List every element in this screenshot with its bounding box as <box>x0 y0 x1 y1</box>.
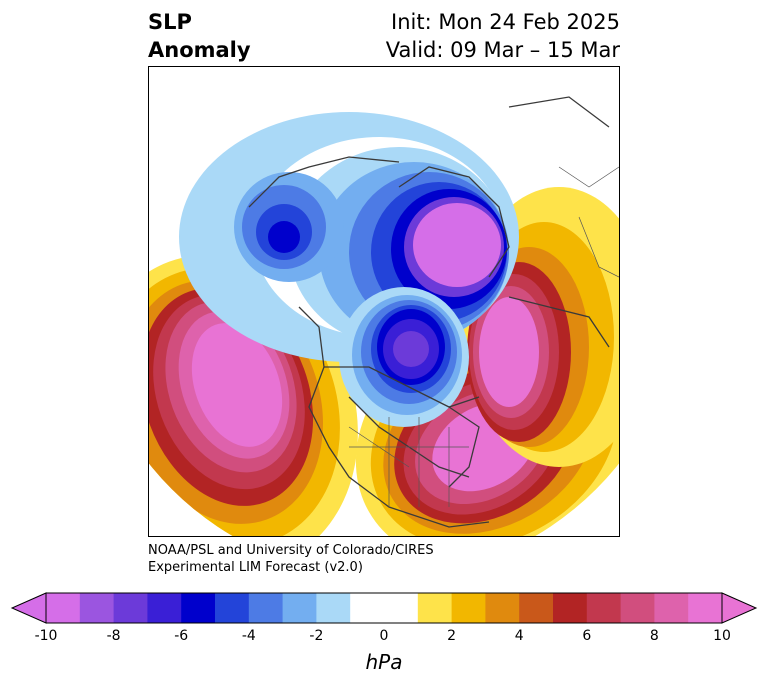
colorbar-cell <box>620 593 655 623</box>
colorbar-tick-label: -4 <box>241 628 256 644</box>
credit-line-1: NOAA/PSL and University of Colorado/CIRE… <box>148 543 434 558</box>
colorbar-over-arrow <box>721 592 758 624</box>
anomaly-map <box>148 66 620 537</box>
valid-range: Valid: 09 Mar – 15 Mar <box>385 38 620 62</box>
colorbar-tick-label: 4 <box>514 628 524 644</box>
colorbar-cell <box>417 593 453 623</box>
map-title: SLP Anomaly <box>148 8 251 64</box>
colorbar-cell <box>46 593 81 623</box>
colorbar-under-arrow <box>10 592 47 624</box>
colorbar-tick-label: -6 <box>174 628 189 644</box>
colorbar-outline <box>45 592 723 624</box>
title-line-2: Anomaly <box>148 38 251 62</box>
colorbar-cell <box>485 593 520 623</box>
colorbar-cell <box>147 593 182 623</box>
low-canada <box>339 287 469 427</box>
map-canvas <box>149 96 619 536</box>
colorbar-tick-label: 8 <box>649 628 659 644</box>
colorbar-tick-label: 6 <box>582 628 592 644</box>
colorbar-cell <box>384 593 419 623</box>
title-line-1: SLP <box>148 10 192 34</box>
low-siberia <box>234 172 344 282</box>
colorbar-tick-label: -2 <box>309 628 324 644</box>
colorbar-tick-label: 10 <box>713 628 731 644</box>
colorbar-cell <box>553 593 588 623</box>
init-date: Init: Mon 24 Feb 2025 <box>391 10 620 34</box>
colorbar-cell <box>215 593 250 623</box>
colorbar-cell <box>688 593 723 623</box>
colorbar-cell <box>519 593 554 623</box>
colorbar-cell <box>79 593 115 623</box>
colorbar-tick-label: 0 <box>379 628 389 644</box>
colorbar-tick-label: -10 <box>34 628 58 644</box>
colorbar-unit: hPa <box>365 650 403 674</box>
colorbar-cell <box>113 593 148 623</box>
colorbar-cell <box>654 593 689 623</box>
colorbar <box>10 592 758 624</box>
colorbar-cell <box>350 593 385 623</box>
date-info: Init: Mon 24 Feb 2025 Valid: 09 Mar – 15… <box>386 8 620 64</box>
colorbar-cell <box>316 593 351 623</box>
colorbar-cell <box>248 593 284 623</box>
colorbar-cell <box>282 593 317 623</box>
colorbar-tick-label: -8 <box>106 628 121 644</box>
colorbar-cell <box>586 593 622 623</box>
colorbar-cell <box>181 593 216 623</box>
colorbar-tick-label: 2 <box>447 628 457 644</box>
credit-line-2: Experimental LIM Forecast (v2.0) <box>148 560 363 575</box>
credit-text: NOAA/PSL and University of Colorado/CIRE… <box>148 542 434 576</box>
borders <box>348 166 619 507</box>
colorbar-cell <box>451 593 486 623</box>
